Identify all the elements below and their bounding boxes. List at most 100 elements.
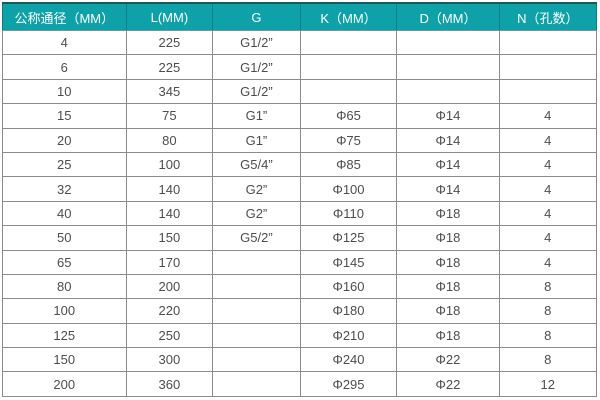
table-row: 15 75 G1” Φ65 Φ14 4	[2, 103, 598, 129]
column-header-2: L(MM)	[125, 2, 214, 31]
table-cell: 65	[2, 249, 127, 275]
table-cell: G1/2”	[212, 78, 301, 105]
table-cell: G1/2”	[212, 54, 301, 80]
table-cell: Φ210	[299, 322, 398, 349]
table-cell: Φ14	[396, 151, 500, 178]
table-cell: G2”	[212, 200, 301, 227]
table-cell: 12	[498, 371, 598, 397]
table-cell	[212, 371, 301, 397]
table-cell: 360	[125, 371, 214, 397]
table-cell	[498, 54, 598, 80]
table-row: 80 200 Φ160 Φ18 8	[2, 273, 598, 300]
table-cell: 8	[498, 347, 598, 373]
table-row: 32 140 G2” Φ100 Φ14 4	[2, 176, 598, 202]
header-row: 公称通径（MM） L(MM) G K（MM） D（MM） N（孔数）	[2, 2, 598, 31]
table-row: 25 100 G5/4” Φ85 Φ14 4	[2, 151, 598, 178]
table-cell: 250	[125, 322, 214, 349]
table-cell: 80	[2, 273, 127, 300]
table-cell: Φ100	[299, 176, 398, 202]
table-cell: Φ14	[396, 127, 500, 153]
table-cell: 15	[2, 103, 127, 129]
table-cell: 4	[498, 176, 598, 202]
table-cell: 200	[125, 273, 214, 300]
table-cell: 300	[125, 347, 214, 373]
table-cell: Φ125	[299, 225, 398, 251]
table-cell: Φ14	[396, 103, 500, 129]
table-cell: Φ18	[396, 249, 500, 275]
table-cell: Φ240	[299, 347, 398, 373]
table-cell: 125	[2, 322, 127, 349]
table-cell: 4	[498, 103, 598, 129]
table-body: 4 225 G1/2” 6 225 G1/2” 10 345 G1/2” 15 75 G1” Φ65 Φ1…	[2, 29, 598, 397]
table-cell	[212, 322, 301, 349]
table-cell: 25	[2, 151, 127, 178]
table-cell	[396, 54, 500, 80]
table-row: 100 220 Φ180 Φ18 8	[2, 298, 598, 324]
column-header-3: G	[212, 2, 301, 31]
table-cell: 8	[498, 273, 598, 300]
table-cell: Φ110	[299, 200, 398, 227]
table-cell: 20	[2, 127, 127, 153]
table-cell: 4	[2, 29, 127, 56]
table-cell	[212, 273, 301, 300]
table-row: 200 360 Φ295 Φ22 12	[2, 371, 598, 397]
table-cell: 170	[125, 249, 214, 275]
table-cell: 75	[125, 103, 214, 129]
table-cell	[396, 29, 500, 56]
table-cell	[299, 29, 398, 56]
table-row: 10 345 G1/2”	[2, 78, 598, 105]
table-cell	[212, 347, 301, 373]
table-cell: Φ145	[299, 249, 398, 275]
table-row: 150 300 Φ240 Φ22 8	[2, 347, 598, 373]
table-cell	[212, 249, 301, 275]
table-cell: 4	[498, 225, 598, 251]
table-cell: Φ18	[396, 322, 500, 349]
table-cell: Φ14	[396, 176, 500, 202]
table-cell: 4	[498, 127, 598, 153]
table-row: 20 80 G1” Φ75 Φ14 4	[2, 127, 598, 153]
table-cell: 6	[2, 54, 127, 80]
table-cell: G1/2”	[212, 29, 301, 56]
table-row: 6 225 G1/2”	[2, 54, 598, 80]
table-cell: Φ22	[396, 347, 500, 373]
table-cell: 8	[498, 298, 598, 324]
table-cell: Φ18	[396, 273, 500, 300]
table-row: 4 225 G1/2”	[2, 29, 598, 56]
table-cell: Φ18	[396, 298, 500, 324]
table-cell: 80	[125, 127, 214, 153]
table-cell: 140	[125, 200, 214, 227]
table-cell: Φ180	[299, 298, 398, 324]
table-cell: 50	[2, 225, 127, 251]
table-cell: Φ295	[299, 371, 398, 397]
table-cell: G2”	[212, 176, 301, 202]
table-cell: 40	[2, 200, 127, 227]
table-cell	[396, 78, 500, 105]
column-header-5: D（MM）	[396, 2, 500, 31]
table-cell: Φ22	[396, 371, 500, 397]
table-row: 65 170 Φ145 Φ18 4	[2, 249, 598, 275]
table-cell: G5/2”	[212, 225, 301, 251]
table-cell: Φ75	[299, 127, 398, 153]
table-cell: 100	[2, 298, 127, 324]
table-cell: Φ18	[396, 200, 500, 227]
table-cell	[212, 298, 301, 324]
column-header-1: 公称通径（MM）	[2, 2, 127, 31]
table-cell: Φ18	[396, 225, 500, 251]
table-cell: 100	[125, 151, 214, 178]
table-cell: Φ160	[299, 273, 398, 300]
table-cell: G1”	[212, 127, 301, 153]
table-cell: 200	[2, 371, 127, 397]
table-row: 40 140 G2” Φ110 Φ18 4	[2, 200, 598, 227]
table-cell: 150	[2, 347, 127, 373]
table-cell: 225	[125, 29, 214, 56]
table-cell: Φ85	[299, 151, 398, 178]
table-cell: 4	[498, 249, 598, 275]
table-cell: 10	[2, 78, 127, 105]
table-cell: G5/4”	[212, 151, 301, 178]
table-row: 125 250 Φ210 Φ18 8	[2, 322, 598, 349]
table-cell	[299, 54, 398, 80]
table-cell	[498, 78, 598, 105]
column-header-6: N（孔数）	[498, 2, 598, 31]
